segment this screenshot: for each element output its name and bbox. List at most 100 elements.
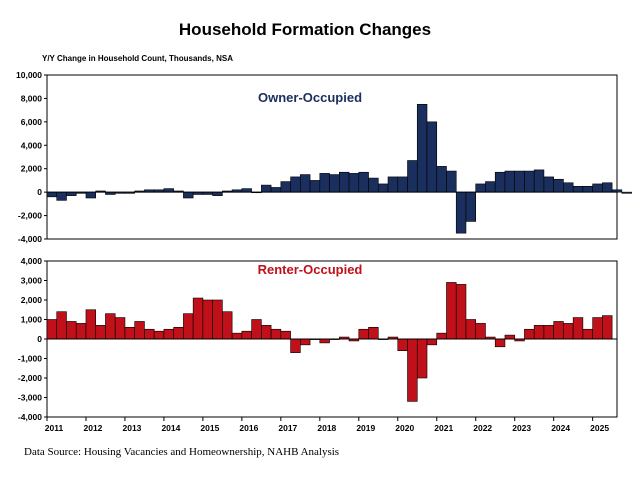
- bar: [56, 311, 67, 340]
- bar: [543, 325, 554, 340]
- chart-title: Household Formation Changes: [178, 20, 432, 39]
- bar: [105, 313, 116, 340]
- bar: [358, 171, 369, 193]
- bar: [407, 338, 418, 402]
- bar: [387, 176, 399, 193]
- series-title: Renter-Occupied: [258, 262, 363, 277]
- bar: [300, 338, 311, 346]
- x-tick-label: 2021: [434, 423, 453, 433]
- bar: [348, 173, 360, 193]
- bar: [241, 330, 252, 340]
- bar: [514, 170, 525, 193]
- bar: [358, 328, 369, 340]
- bar: [270, 187, 282, 193]
- bar: [504, 170, 515, 193]
- y-tick-label: 8,000: [21, 93, 43, 103]
- bar: [621, 191, 632, 194]
- x-tick-label: 2014: [161, 423, 180, 433]
- bar: [592, 183, 603, 193]
- bar: [602, 315, 613, 340]
- bar: [202, 299, 213, 340]
- bar: [436, 166, 447, 193]
- bar: [455, 191, 467, 234]
- bar: [163, 328, 174, 340]
- bar: [553, 178, 564, 193]
- bar: [533, 169, 545, 193]
- bar: [251, 319, 262, 340]
- bar: [426, 338, 438, 346]
- bar: [563, 182, 574, 193]
- bar: [134, 321, 145, 340]
- bar: [66, 191, 77, 196]
- bar: [494, 171, 506, 193]
- y-tick-label: -4,000: [18, 234, 42, 244]
- bar: [572, 317, 584, 340]
- bar: [339, 171, 350, 193]
- bar: [280, 181, 291, 193]
- bar: [377, 183, 389, 193]
- bar: [261, 184, 272, 193]
- bar: [426, 121, 438, 193]
- x-tick-label: 2019: [356, 423, 375, 433]
- bar: [212, 299, 223, 340]
- bar: [270, 328, 282, 340]
- x-tick-label: 2011: [45, 423, 64, 433]
- bar: [553, 321, 564, 340]
- bar: [602, 182, 613, 193]
- bar: [46, 319, 58, 340]
- bar: [280, 330, 291, 340]
- x-tick-label: 2016: [239, 423, 258, 433]
- bar: [368, 177, 379, 193]
- y-tick-label: 0: [37, 334, 42, 344]
- bar: [455, 284, 467, 340]
- bar: [465, 319, 477, 340]
- y-tick-label: -2,000: [18, 373, 42, 383]
- bar: [290, 338, 301, 353]
- bar: [475, 183, 486, 193]
- bar: [114, 317, 126, 340]
- y-tick-label: -2,000: [18, 211, 42, 221]
- bar: [163, 188, 174, 193]
- bar: [319, 338, 330, 344]
- bar: [475, 323, 486, 340]
- bar: [485, 181, 496, 193]
- y-tick-label: 6,000: [21, 117, 43, 127]
- bar: [309, 180, 321, 193]
- bar: [436, 332, 447, 340]
- x-tick-label: 2022: [473, 423, 492, 433]
- bar: [66, 321, 77, 340]
- y-tick-label: 2,000: [21, 295, 43, 305]
- bar: [222, 311, 233, 340]
- x-tick-label: 2015: [200, 423, 219, 433]
- x-tick-label: 2024: [551, 423, 570, 433]
- plot-frame: [46, 74, 618, 240]
- bar: [212, 191, 223, 196]
- y-tick-label: -3,000: [18, 393, 42, 403]
- x-tick-label: 2017: [278, 423, 297, 433]
- x-tick-label: 2023: [512, 423, 531, 433]
- bar: [319, 173, 330, 193]
- y-tick-label: 4,000: [21, 256, 43, 266]
- y-tick-label: 4,000: [21, 140, 43, 150]
- bar: [504, 334, 515, 340]
- bar: [533, 325, 545, 340]
- bar: [416, 338, 428, 379]
- bar: [329, 174, 340, 193]
- x-tick-label: 2013: [122, 423, 141, 433]
- y-tick-label: 1,000: [21, 315, 43, 325]
- bar: [85, 309, 97, 340]
- x-tick-label: 2025: [590, 423, 609, 433]
- x-tick-label: 2012: [84, 423, 103, 433]
- x-tick-label: 2020: [395, 423, 414, 433]
- bar: [231, 332, 243, 340]
- bar: [446, 170, 457, 193]
- bar: [173, 326, 184, 340]
- bar: [153, 330, 165, 340]
- bar: [124, 326, 135, 340]
- bar: [582, 185, 593, 193]
- bar: [290, 176, 301, 193]
- y-tick-label: 10,000: [16, 70, 42, 80]
- source-note: Data Source: Housing Vacancies and Homeo…: [24, 446, 340, 458]
- bar: [465, 191, 477, 222]
